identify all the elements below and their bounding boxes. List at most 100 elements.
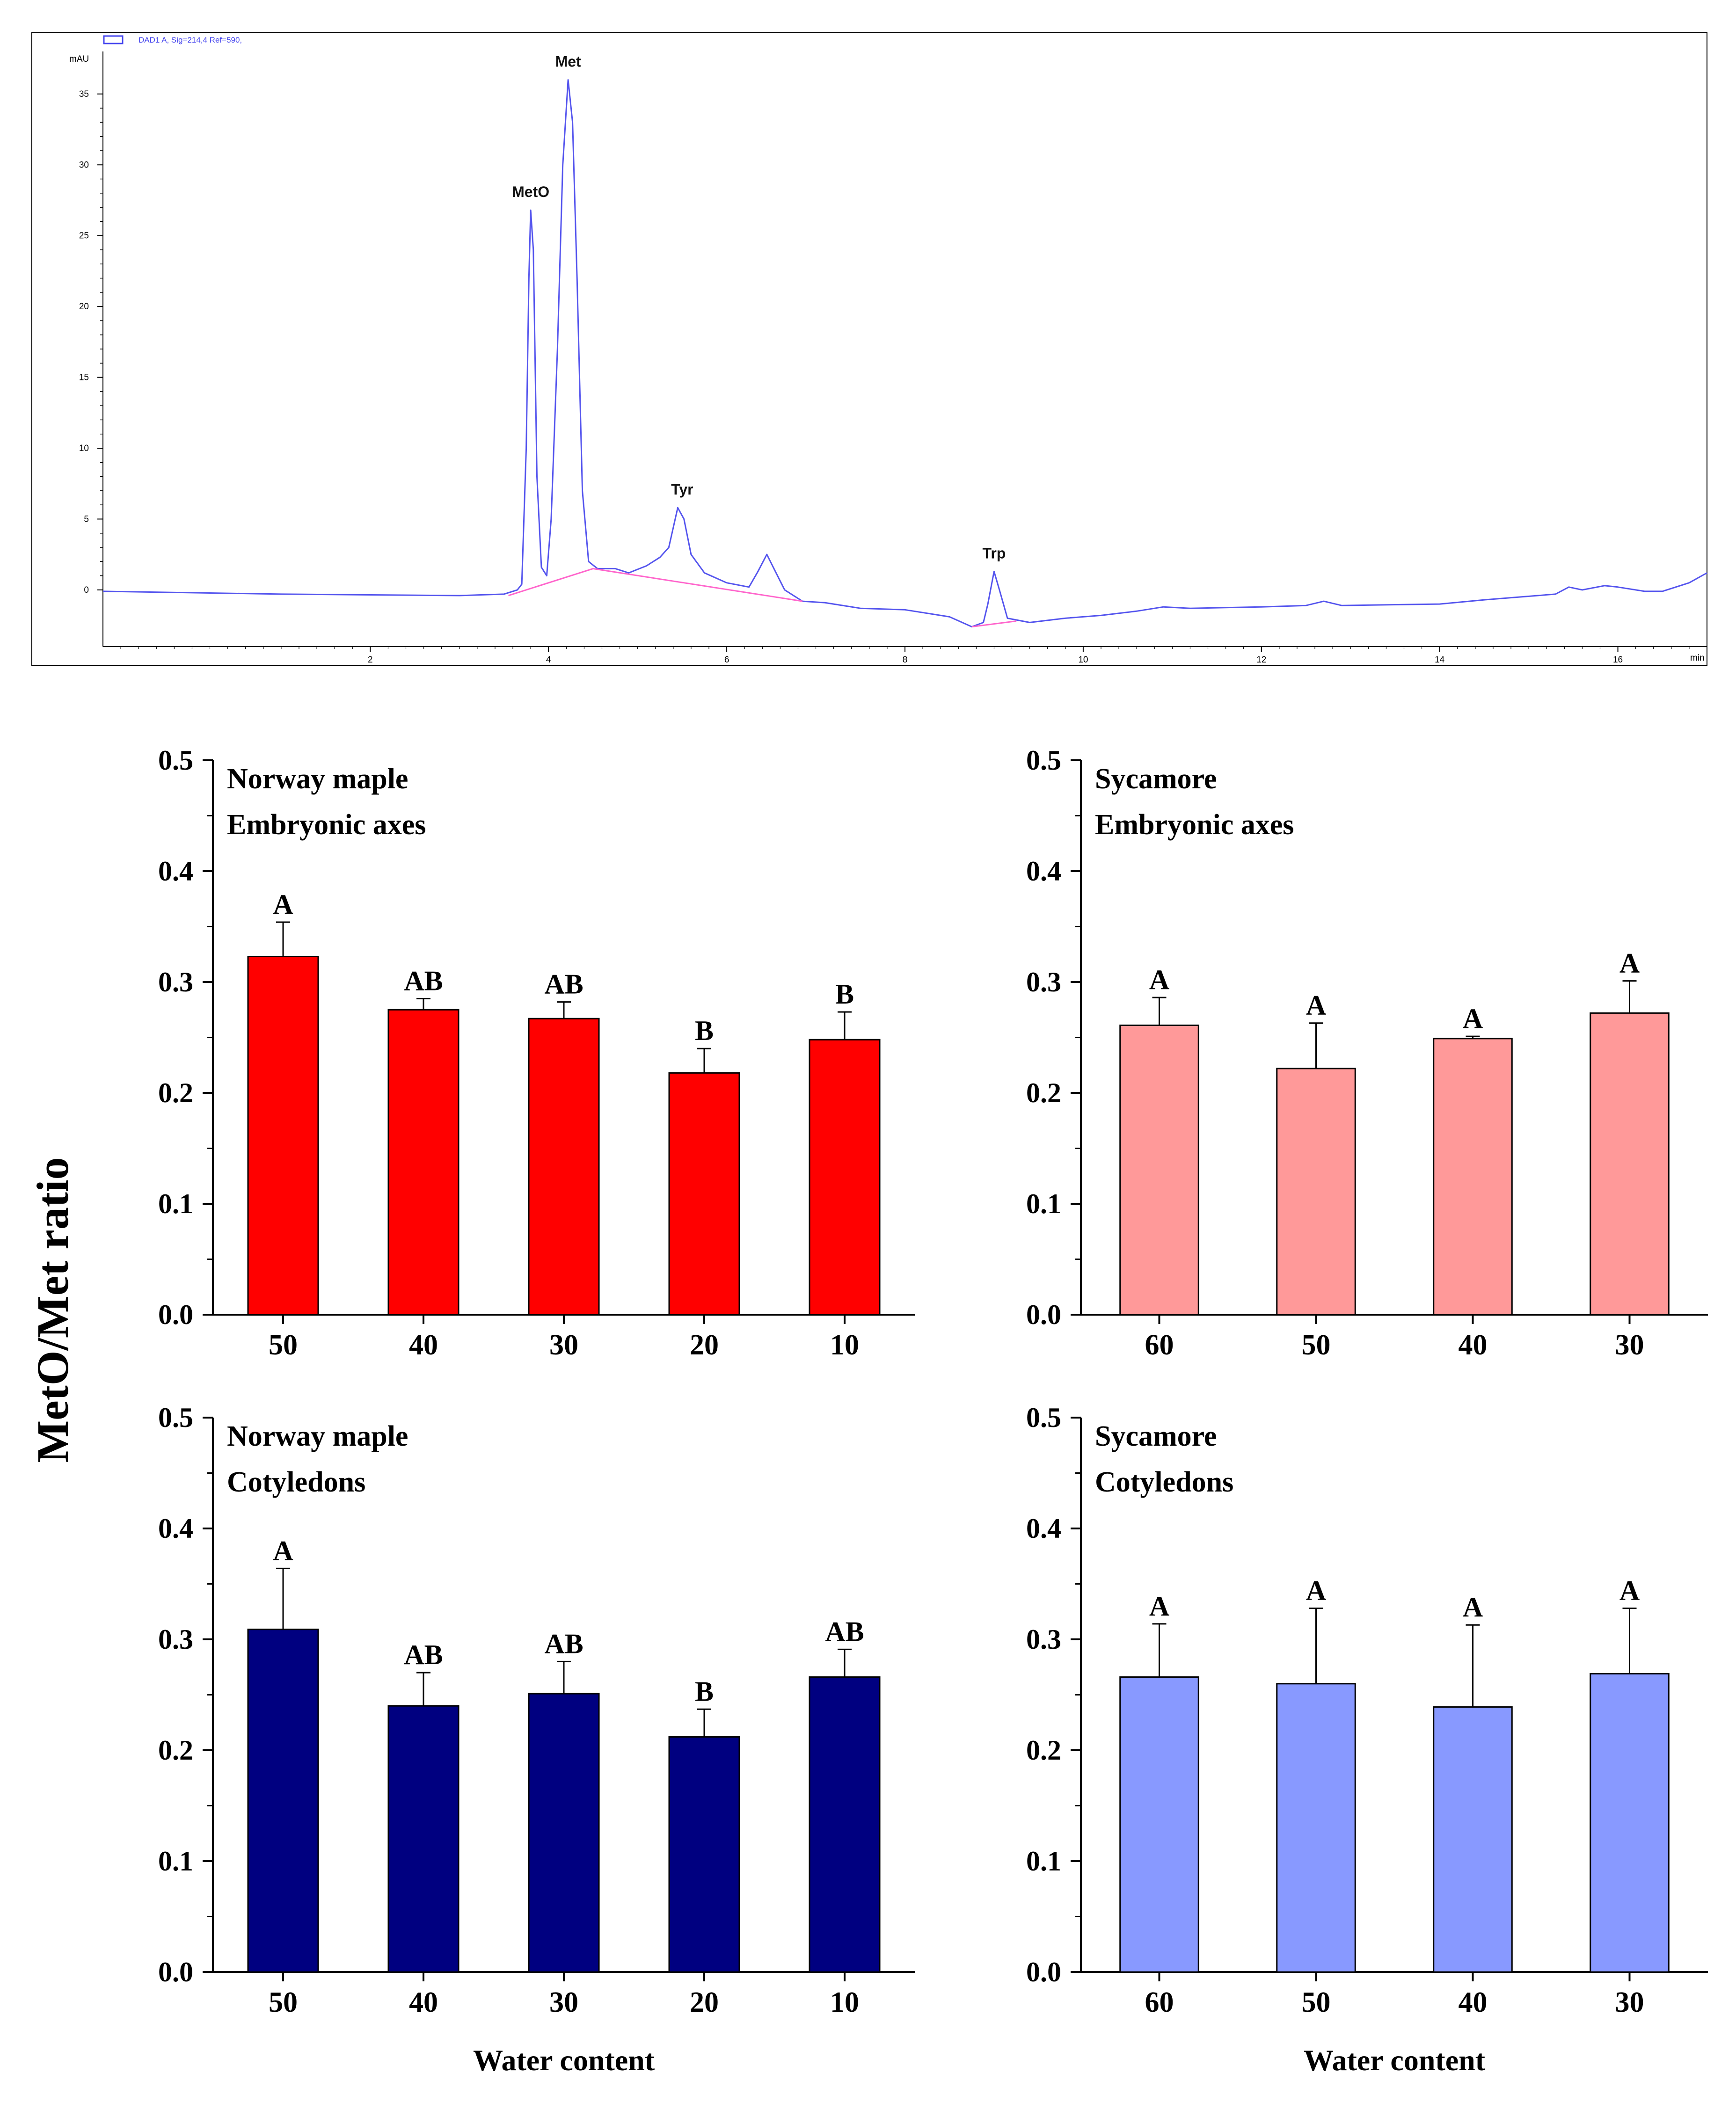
bar-y-tick-label: 0.2	[1026, 1735, 1061, 1766]
legend-label: DAD1 A, Sig=214,4 Ref=590,	[139, 36, 242, 44]
bar-x-tick-label: 10	[830, 1987, 859, 2018]
bar-y-tick-label: 0.4	[1026, 1513, 1061, 1544]
bar-y-tick-label: 0.3	[1026, 967, 1061, 997]
bar	[809, 1676, 881, 1973]
legend-swatch	[103, 35, 124, 44]
peak-label: MetO	[512, 183, 549, 200]
significance-letter: AB	[404, 966, 443, 997]
bar-y-tick-label: 0.5	[1026, 1402, 1061, 1433]
chromatogram-y-tick-label: 10	[79, 444, 89, 453]
chromatogram-y-tick-label: 35	[79, 89, 89, 99]
chromatogram-x-ticks: 2 4 6 8 10 12 14 16	[120, 647, 1707, 665]
bar-x-tick-label: 50	[269, 1987, 298, 2018]
bar-x-tick-label: 30	[1615, 1987, 1644, 2018]
chromatogram-x-tick-label: 6	[724, 655, 729, 665]
bar-x-tick-label: 20	[690, 1987, 719, 2018]
significance-letter: A	[273, 1535, 293, 1566]
panel-title-line: Sycamore	[1095, 1420, 1217, 1452]
significance-letter: A	[1619, 1575, 1640, 1606]
bar-x-tick-label: 20	[690, 1329, 719, 1361]
bar-y-tick-label: 0.3	[158, 967, 193, 997]
bar-y-tick-label: 0.2	[158, 1077, 193, 1108]
chromatogram-x-tick-label: 2	[368, 655, 373, 665]
bar-x-axis-label: Water content	[1304, 2044, 1486, 2077]
bar	[1276, 1683, 1356, 1973]
sycamore-cotyledons-panel: 0.0 0.1 0.2 0.3 0.4 0.5 A 60 A 50 A 40 A 30 Sycamore Co…	[1026, 1402, 1708, 2077]
bar-x-tick-label: 60	[1145, 1987, 1174, 2018]
chromatogram-y-tick-label: 0	[84, 585, 89, 595]
bar	[528, 1018, 600, 1316]
panel-title-line: Embryonic axes	[227, 809, 426, 841]
significance-letter: A	[1306, 990, 1326, 1021]
panel-title-line: Norway maple	[227, 763, 408, 795]
chromatogram-frame	[31, 32, 1707, 666]
bar	[809, 1039, 881, 1316]
chromatogram-x-tick-label: 4	[546, 655, 551, 665]
bar-x-tick-label: 10	[830, 1329, 859, 1361]
chromatogram-plot	[102, 79, 1707, 628]
bar	[1276, 1068, 1356, 1316]
bar-x-tick-label: 40	[409, 1987, 438, 2018]
significance-letter: A	[273, 889, 293, 920]
bar	[528, 1693, 600, 1973]
bar-x-axis-label: Water content	[473, 2044, 655, 2077]
bar-x-tick-label: 30	[549, 1987, 578, 2018]
significance-letter: AB	[404, 1639, 443, 1670]
chromatogram-peak-labels: MetO Met Tyr Trp	[512, 53, 1006, 562]
bar-y-tick-label: 0.3	[158, 1624, 193, 1655]
peak-label: Tyr	[671, 481, 693, 498]
bar-x-tick-label: 40	[409, 1329, 438, 1361]
bar	[247, 1629, 319, 1973]
bar-y-tick-label: 0.1	[158, 1846, 193, 1877]
chromatogram-y-tick-label: 25	[79, 231, 89, 241]
chromatogram-y-unit: mAU	[69, 54, 89, 64]
bar-x-tick-label: 50	[1302, 1329, 1331, 1361]
chromatogram-x-tick-label: 12	[1256, 655, 1266, 665]
bar	[1119, 1676, 1199, 1973]
significance-letter: A	[1463, 1592, 1483, 1623]
panel-title-line: Cotyledons	[1095, 1466, 1233, 1498]
bar-y-tick-label: 0.4	[158, 1513, 193, 1544]
bar-x-tick-label: 60	[1145, 1329, 1174, 1361]
chromatogram-y-tick-label: 15	[79, 373, 89, 383]
chromatogram-panel: DAD1 A, Sig=214,4 Ref=590, mAU min 0 5 10 1…	[31, 32, 1707, 666]
bar-x-tick-label: 30	[549, 1329, 578, 1361]
peak-label: Met	[555, 53, 581, 70]
panel-title-line: Embryonic axes	[1095, 809, 1294, 841]
chromatogram-baseline	[971, 620, 1017, 628]
bar	[1119, 1024, 1199, 1316]
bar-y-tick-label: 0.0	[1026, 1957, 1061, 1987]
bar	[668, 1072, 740, 1316]
bar-x-tick-label: 50	[1302, 1987, 1331, 2018]
chromatogram-x-tick-label: 8	[903, 655, 908, 665]
bar-y-tick-label: 0.5	[158, 745, 193, 776]
bar	[668, 1736, 740, 1973]
bar-y-tick-label: 0.2	[158, 1735, 193, 1766]
bar	[247, 955, 319, 1316]
significance-letter: A	[1306, 1575, 1326, 1606]
bar-x-tick-label: 50	[269, 1329, 298, 1361]
significance-letter: AB	[825, 1616, 864, 1647]
bar-y-tick-label: 0.5	[1026, 745, 1061, 776]
chromatogram-y-ticks: 0 5 10 15 20 25 30 35	[79, 89, 103, 595]
bar-y-tick-label: 0.1	[1026, 1846, 1061, 1877]
significance-letter: A	[1149, 1591, 1169, 1622]
bar-y-tick-label: 0.3	[1026, 1624, 1061, 1655]
bar-y-tick-label: 0.4	[1026, 856, 1061, 887]
bar	[1433, 1038, 1513, 1316]
chromatogram-y-tick-label: 30	[79, 160, 89, 170]
chromatogram-trace	[102, 79, 1707, 628]
bar	[387, 1009, 460, 1316]
significance-letter: AB	[544, 1628, 583, 1659]
chromatogram-y-tick-label: 20	[79, 302, 89, 312]
chromatogram-y-tick-label: 5	[84, 514, 89, 524]
significance-letter: A	[1619, 948, 1640, 979]
bar-y-tick-label: 0.2	[1026, 1077, 1061, 1108]
bar	[1590, 1673, 1670, 1973]
bar-x-tick-label: 40	[1459, 1987, 1488, 2018]
significance-letter: AB	[544, 969, 583, 1000]
panel-title-line: Cotyledons	[227, 1466, 365, 1498]
panel-title-line: Norway maple	[227, 1420, 408, 1452]
significance-letter: B	[695, 1015, 714, 1046]
